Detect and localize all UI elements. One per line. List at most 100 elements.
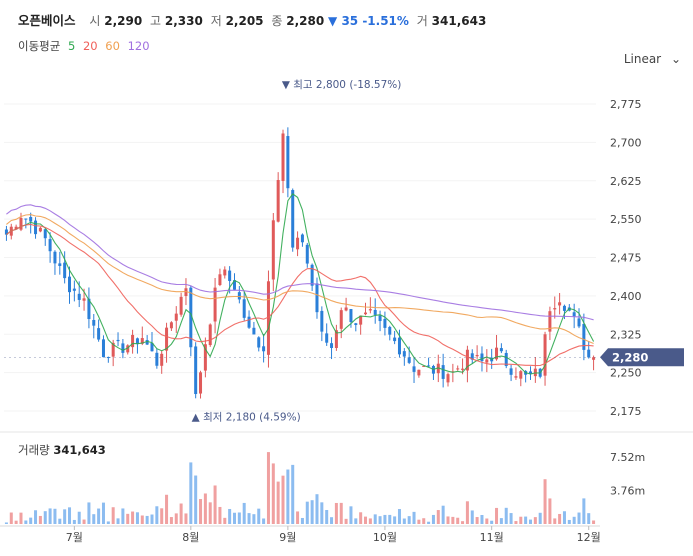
candle-body	[378, 315, 382, 322]
moving-average-line	[6, 214, 594, 345]
volume-bar	[14, 520, 18, 524]
candle-body	[412, 366, 416, 372]
candle-body	[29, 217, 33, 222]
y-tick-label: 2,400	[610, 290, 642, 303]
volume-panel-value: 341,643	[53, 443, 106, 457]
candle-body	[359, 315, 363, 325]
volume-bar	[562, 511, 566, 524]
candle-body	[334, 330, 338, 348]
candle-body	[504, 352, 508, 367]
volume-bar	[131, 511, 135, 524]
candle-body	[368, 309, 372, 311]
volume-bar	[34, 510, 38, 524]
candle-body	[14, 226, 18, 230]
candle-body	[199, 372, 203, 394]
candle-body	[155, 352, 159, 366]
candle-body	[417, 369, 421, 376]
candle-body	[402, 351, 406, 357]
candle-body	[262, 346, 266, 352]
ma-60-label: 60	[105, 39, 120, 53]
volume-bar	[427, 521, 431, 524]
low-annotation: ▲ 최저 2,180 (4.59%)	[192, 411, 301, 423]
candle-body	[223, 269, 227, 276]
candle-body	[208, 324, 212, 346]
volume-bar	[373, 514, 377, 524]
volume-bar	[286, 469, 290, 524]
candle-body	[160, 353, 164, 366]
volume-bar	[383, 514, 387, 524]
candle-body	[436, 363, 440, 374]
volume-bar	[349, 506, 353, 524]
candle-body	[169, 322, 173, 329]
volume-bar	[126, 513, 130, 524]
volume-bar	[397, 509, 401, 524]
y-tick-label: 2,700	[610, 136, 642, 149]
candle-body	[82, 298, 86, 301]
candle-body	[470, 353, 474, 360]
candle-body	[174, 313, 178, 321]
x-tick-label: 11월	[480, 531, 504, 544]
candle-body	[441, 365, 445, 379]
candle-body	[592, 357, 596, 360]
y-tick-label: 2,475	[610, 252, 642, 265]
candle-body	[587, 349, 591, 358]
volume-bar	[97, 508, 101, 524]
candle-body	[126, 345, 130, 353]
candle-body	[344, 307, 348, 311]
volume-bar	[281, 475, 285, 524]
candle-body	[150, 342, 154, 352]
close-value: 2,280	[286, 14, 325, 28]
scale-mode-dropdown[interactable]: Linear ⌄	[624, 52, 681, 66]
candle-body	[577, 318, 581, 327]
candle-body	[495, 347, 499, 360]
volume-bar	[320, 502, 324, 524]
candle-body	[383, 318, 387, 328]
y-tick-label: 2,250	[610, 367, 642, 380]
volume-bar	[354, 518, 358, 524]
candle-body	[339, 310, 343, 329]
volume-bar	[572, 516, 576, 524]
candle-body	[189, 287, 193, 348]
volume-bar	[92, 514, 96, 524]
chevron-down-icon: ⌄	[670, 52, 681, 66]
candle-body	[330, 343, 334, 348]
volume-bar	[203, 493, 207, 524]
volume-bar	[315, 494, 319, 524]
candle-body	[499, 348, 503, 352]
x-tick-label: 9월	[279, 531, 296, 544]
volume-bar	[446, 516, 450, 524]
volume-bar	[378, 516, 382, 524]
volume-bar	[344, 518, 348, 524]
volume-bar	[111, 507, 115, 524]
volume-bar	[101, 502, 105, 524]
volume-bar	[592, 520, 596, 524]
volume-bar	[368, 518, 372, 524]
volume-bar	[364, 516, 368, 524]
volume-bar	[330, 517, 334, 524]
candle-body	[325, 333, 329, 343]
volume-bar	[514, 521, 518, 524]
volume-bar	[422, 518, 426, 524]
volume-bar	[82, 519, 86, 524]
volume-bar	[431, 514, 435, 524]
volume-tick-label: 7.52m	[610, 451, 645, 464]
candle-body	[194, 346, 198, 395]
volume-bar	[174, 513, 178, 524]
volume-bar	[577, 512, 581, 524]
candle-body	[286, 136, 290, 189]
moving-average-line	[6, 223, 594, 367]
moving-average-legend[interactable]: 이동평균 5 20 60 120	[18, 38, 154, 54]
candle-body	[388, 326, 392, 335]
volume-bar	[393, 516, 397, 524]
volume-bar	[538, 512, 542, 524]
candle-body	[252, 327, 256, 335]
volume-bar	[485, 518, 489, 524]
volume-bar	[19, 512, 23, 524]
volume-bar	[558, 513, 562, 524]
close-label: 종	[271, 14, 283, 28]
candle-body	[121, 343, 125, 353]
candle-body	[373, 309, 377, 315]
volume-bar	[252, 514, 256, 524]
candle-body	[461, 368, 465, 370]
